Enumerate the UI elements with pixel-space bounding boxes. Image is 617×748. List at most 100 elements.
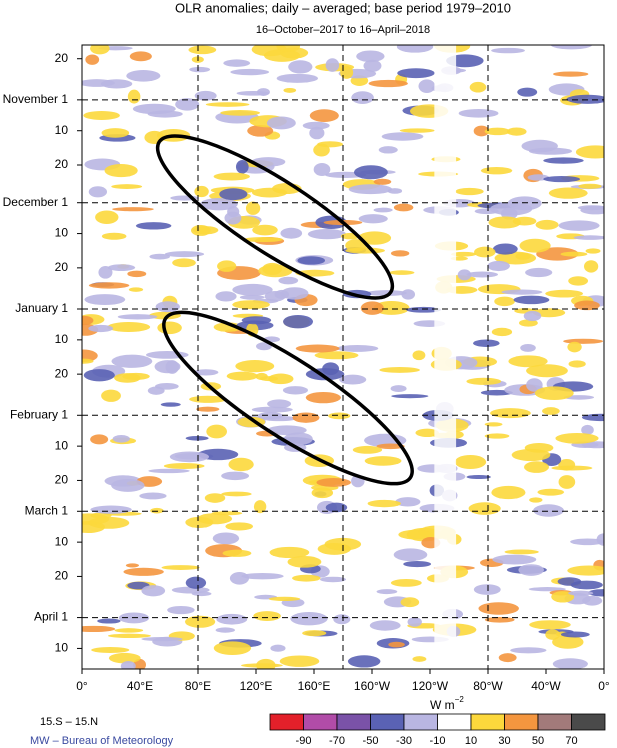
anomaly-blob [517, 87, 538, 97]
anomaly-blob [400, 597, 420, 608]
anomaly-blob [101, 389, 121, 402]
anomaly-blob [243, 237, 283, 243]
y-tick-label: 20 [55, 157, 69, 171]
anomaly-blob [567, 341, 582, 353]
y-tick-label: February 1 [10, 407, 68, 421]
anomaly-blob [132, 103, 176, 115]
anomaly-blob [141, 636, 183, 642]
anomaly-blob [241, 316, 272, 325]
anomaly-blob [188, 45, 217, 55]
anomaly-blob [117, 314, 158, 320]
anomaly-blob [172, 258, 196, 268]
anomaly-blob [457, 269, 472, 281]
x-tick-label: 0° [598, 679, 610, 693]
anomaly-blob [141, 585, 166, 597]
anomaly-blob [309, 109, 339, 123]
anomaly-blob [229, 572, 250, 585]
anomaly-blob [588, 589, 604, 597]
anomaly-blob [256, 342, 273, 351]
anomaly-blob [399, 128, 435, 133]
anomaly-blob [398, 529, 433, 540]
anomaly-blob [155, 382, 179, 390]
anomaly-blob [101, 232, 127, 240]
anomaly-blob [216, 613, 248, 625]
anomaly-blob [466, 474, 491, 480]
anomaly-blob [160, 402, 181, 407]
anomaly-blob [219, 188, 248, 201]
anomaly-blob [167, 605, 195, 615]
anomaly-blob [97, 618, 121, 624]
x-tick-label: 120°E [240, 679, 273, 693]
anomaly-blob [526, 364, 568, 378]
anomaly-blob [566, 94, 604, 104]
anomaly-blob [581, 424, 594, 436]
anomaly-blob [378, 146, 398, 154]
anomaly-blob [155, 301, 180, 313]
anomaly-blob [267, 399, 292, 409]
anomaly-blob [492, 243, 518, 255]
anomaly-blob [311, 487, 334, 499]
anomaly-blob [125, 563, 140, 568]
x-tick-label: 160°E [298, 679, 331, 693]
anomaly-blob [251, 406, 293, 413]
anomaly-blob [339, 374, 367, 385]
anomaly-blob [88, 282, 130, 289]
anomaly-blob [585, 248, 601, 254]
y-tick-label: April 1 [34, 610, 68, 624]
anomaly-blob [221, 491, 252, 497]
anomaly-blob [126, 70, 161, 82]
x-tick-label: 80°E [185, 679, 211, 693]
anomaly-blob [345, 247, 385, 254]
anomaly-blob [376, 589, 398, 595]
anomaly-blob [473, 339, 500, 347]
y-tick-label: 10 [55, 123, 69, 137]
anomaly-blob [127, 89, 141, 104]
y-tick-label: 10 [55, 534, 69, 548]
anomaly-blob [560, 251, 588, 257]
anomaly-blob [403, 560, 432, 568]
colorbar-swatch [504, 713, 539, 731]
anomaly-blob [317, 543, 352, 555]
anomaly-blob [82, 625, 116, 633]
anomaly-blob [366, 290, 407, 296]
colorbar-label: 70 [565, 735, 577, 747]
anomaly-blob [395, 497, 421, 507]
colorbar-swatch [336, 713, 371, 731]
anomaly-blob [90, 434, 109, 445]
anomaly-blob [389, 270, 415, 275]
anomaly-blob [157, 321, 182, 335]
anomaly-blob [543, 157, 584, 164]
anomaly-blob [450, 251, 477, 257]
anomaly-blob [555, 432, 599, 444]
anomaly-blob [129, 51, 152, 62]
anomaly-blob [283, 432, 313, 446]
anomaly-blob [247, 124, 274, 137]
y-tick-label: 20 [55, 51, 69, 65]
anomaly-blob [236, 90, 270, 96]
anomaly-blob [574, 300, 600, 311]
anomaly-blob [491, 485, 526, 500]
anomaly-blob [551, 591, 575, 603]
anomaly-blob [266, 116, 296, 130]
anomaly-blob [369, 620, 401, 631]
anomaly-blob [523, 310, 542, 322]
anomaly-blob [127, 270, 147, 278]
anomaly-blob [251, 187, 288, 198]
y-tick-label: 10 [55, 332, 69, 346]
anomaly-blob [484, 422, 503, 427]
anomaly-blob [230, 68, 270, 76]
anomaly-blob [583, 260, 599, 273]
anomaly-blob [484, 127, 511, 136]
anomaly-blob [473, 584, 501, 595]
anomaly-blob [193, 369, 219, 376]
anomaly-blob [529, 497, 543, 503]
plot-frame [81, 44, 605, 670]
anomaly-blob [228, 457, 254, 472]
unit-label: W m−2 [430, 695, 464, 712]
anomaly-blob [577, 205, 604, 211]
anomaly-blob [510, 647, 547, 654]
anomaly-blob [578, 183, 602, 189]
anomaly-blob [252, 224, 278, 236]
y-tick-label: 10 [55, 641, 69, 655]
anomaly-blob [269, 546, 310, 559]
